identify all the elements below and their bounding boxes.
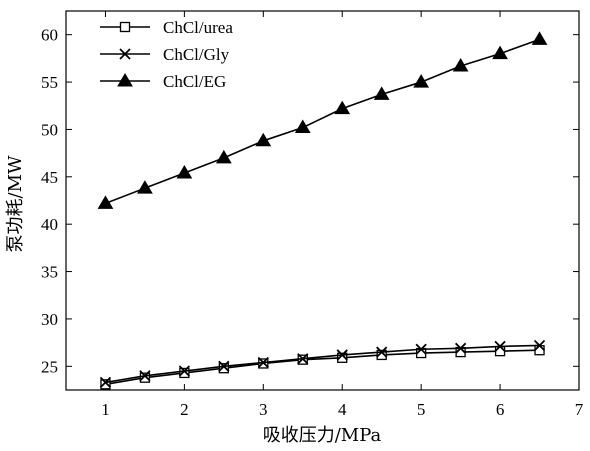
data-point-chcl-eg (137, 180, 153, 194)
x-tick-label: 7 (575, 400, 584, 419)
data-point-chcl-gly (257, 356, 269, 369)
y-tick-label: 35 (41, 263, 58, 282)
x-marker-stroke (415, 343, 427, 355)
data-point-chcl-eg (373, 86, 390, 100)
series-chcl-gly (99, 339, 546, 389)
data-point-chcl-eg (452, 57, 469, 72)
data-point-chcl-gly (494, 340, 506, 353)
y-tick-label: 30 (41, 310, 58, 329)
x-marker-stroke (494, 340, 506, 353)
x-marker-stroke (454, 342, 467, 354)
data-point-chcl-urea (376, 349, 387, 361)
legend-entry-chcl-gly: ChCl/Gly (100, 45, 230, 64)
x-marker-stroke (533, 339, 546, 352)
series-chcl-eg (97, 31, 548, 209)
x-marker-stroke (218, 360, 230, 372)
series-line-chcl-gly (105, 344, 540, 384)
legend-label: ChCl/urea (163, 18, 233, 37)
data-point-chcl-eg (97, 195, 114, 209)
data-point-chcl-urea (534, 345, 545, 356)
data-point-chcl-eg (215, 149, 232, 164)
x-marker-stroke (178, 365, 191, 377)
x-marker-stroke (119, 48, 131, 60)
y-tick-label: 40 (41, 215, 58, 234)
x-tick-label: 6 (496, 400, 505, 419)
legend-marker (117, 73, 133, 87)
series-chcl-urea (100, 345, 545, 390)
y-tick-label: 50 (41, 120, 58, 139)
y-tick-label: 45 (41, 168, 58, 187)
data-point-chcl-urea (179, 367, 190, 379)
data-point-chcl-eg (492, 45, 508, 60)
data-point-chcl-eg (255, 132, 272, 147)
data-point-chcl-gly (415, 343, 427, 355)
data-point-chcl-gly (99, 376, 112, 389)
legend: ChCl/urea ChCl/Gly ChCl/EG (100, 18, 233, 91)
data-point-chcl-gly (376, 346, 388, 358)
data-point-chcl-gly (533, 339, 546, 352)
data-point-chcl-urea (337, 352, 348, 363)
plot-series (97, 31, 548, 390)
x-axis-label: 吸收压力/MPa (263, 425, 382, 446)
data-point-chcl-urea (494, 346, 506, 357)
x-tick-label: 5 (417, 400, 426, 419)
x-tick-label: 3 (259, 400, 268, 419)
y-tick-label: 55 (41, 73, 58, 92)
data-point-chcl-eg (294, 119, 311, 134)
x-marker-stroke (99, 376, 112, 389)
legend-entry-chcl-eg: ChCl/EG (100, 72, 226, 91)
data-point-chcl-gly (454, 342, 467, 354)
data-point-chcl-eg (531, 31, 548, 45)
x-tick-label: 4 (338, 400, 347, 419)
data-point-chcl-gly (139, 370, 151, 382)
legend-entry-chcl-urea: ChCl/urea (100, 18, 233, 37)
data-point-chcl-gly (336, 349, 348, 361)
data-point-chcl-gly (218, 360, 230, 372)
data-point-chcl-urea (218, 363, 229, 374)
y-tick-label: 25 (41, 357, 58, 376)
legend-label: ChCl/EG (163, 72, 226, 91)
legend-marker (119, 48, 131, 60)
plot-frame (65, 10, 580, 391)
series-line-chcl-urea (105, 349, 540, 386)
legend-marker (119, 21, 131, 33)
data-point-chcl-urea (139, 372, 151, 383)
x-marker-stroke (336, 349, 348, 361)
data-point-chcl-gly (178, 365, 191, 377)
x-marker-stroke (297, 353, 309, 365)
x-tick-label: 1 (101, 400, 110, 419)
series-line-chcl-eg (105, 38, 540, 205)
legend-label: ChCl/Gly (163, 45, 230, 64)
data-point-chcl-urea (100, 379, 111, 390)
y-axis-label: 泵功耗/MW (5, 155, 26, 252)
x-marker-stroke (376, 346, 388, 358)
y-tick-label: 60 (41, 26, 58, 45)
data-point-chcl-eg (334, 100, 351, 115)
data-point-chcl-gly (297, 353, 309, 365)
x-marker-stroke (257, 356, 269, 369)
data-point-chcl-eg (413, 74, 430, 88)
x-tick-label: 2 (180, 400, 189, 419)
x-marker-stroke (139, 370, 151, 382)
data-point-chcl-eg (176, 165, 193, 179)
